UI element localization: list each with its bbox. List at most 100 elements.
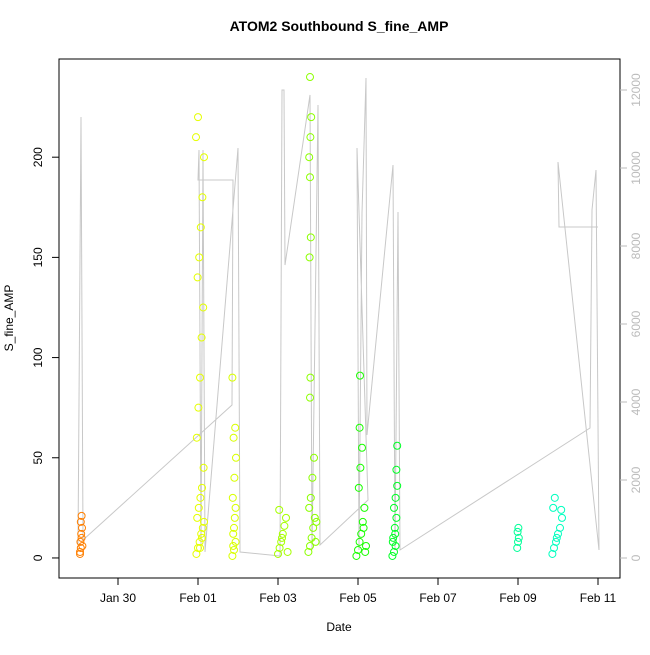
point [360, 503, 369, 512]
point [194, 403, 203, 412]
point [312, 517, 321, 526]
y-tick-label: 50 [31, 451, 45, 465]
point [231, 537, 240, 546]
y2-tick-label: 4000 [629, 388, 643, 415]
point [78, 541, 87, 550]
point [76, 549, 84, 558]
point [200, 153, 208, 162]
point [199, 303, 208, 312]
y-tick-label: 200 [31, 147, 45, 167]
point [306, 73, 314, 82]
x-tick-label: Feb 05 [339, 591, 377, 605]
point [196, 543, 204, 552]
point [310, 513, 319, 522]
point [198, 533, 206, 542]
point [354, 483, 363, 492]
point [388, 537, 397, 546]
point [513, 527, 522, 536]
point [198, 193, 207, 202]
y2-tick-label: 12000 [629, 73, 643, 107]
point [305, 153, 314, 162]
point [200, 517, 208, 526]
point [197, 529, 206, 538]
y-tick-label: 150 [31, 247, 45, 267]
y-tick-label: 0 [31, 554, 45, 561]
x-tick-label: Feb 09 [499, 591, 537, 605]
line-series [77, 77, 600, 557]
point [282, 513, 290, 522]
point [76, 537, 85, 546]
point [274, 549, 282, 558]
point [354, 545, 362, 554]
point [352, 551, 361, 560]
point [393, 481, 402, 490]
point [391, 541, 400, 550]
point [197, 333, 206, 342]
point [198, 483, 206, 492]
point [550, 493, 559, 502]
point [198, 523, 207, 532]
point [558, 513, 566, 522]
y2-tick-label: 8000 [629, 232, 643, 259]
point [199, 463, 208, 472]
point [306, 541, 314, 550]
point [76, 517, 85, 526]
point [196, 493, 205, 502]
point [283, 547, 292, 556]
point [195, 537, 204, 546]
point [275, 505, 284, 514]
point [358, 517, 367, 526]
point [549, 503, 558, 512]
point [307, 533, 316, 542]
y-axis-label: S_fine_AMP [2, 285, 16, 352]
point [309, 523, 318, 532]
point [229, 541, 238, 550]
point [514, 537, 522, 546]
x-tick-label: Feb 03 [259, 591, 297, 605]
point [194, 113, 202, 122]
point [305, 503, 314, 512]
point [556, 523, 564, 532]
point [306, 393, 314, 402]
point [514, 533, 523, 542]
point [307, 113, 316, 122]
point [230, 513, 239, 522]
point [77, 533, 86, 542]
y2-tick-label: 2000 [629, 466, 643, 493]
point [192, 433, 201, 442]
chart-title: ATOM2 Southbound S_fine_AMP [230, 18, 449, 34]
point [356, 463, 365, 472]
point [228, 493, 237, 502]
point [308, 473, 317, 482]
point [278, 533, 286, 542]
point [358, 443, 366, 452]
x-tick-label: Feb 01 [179, 591, 217, 605]
point [228, 373, 237, 382]
point [229, 529, 238, 538]
point [230, 545, 238, 554]
point [552, 537, 560, 546]
point [355, 423, 364, 432]
y2-tick-label: 0 [629, 554, 643, 561]
point [228, 551, 237, 560]
point [514, 523, 523, 532]
point [193, 273, 202, 282]
point [229, 433, 238, 442]
point [195, 253, 204, 262]
point [552, 533, 561, 542]
point [304, 547, 313, 556]
point [78, 523, 86, 532]
point [305, 253, 314, 262]
point [311, 537, 320, 546]
point [192, 549, 201, 558]
point [230, 523, 238, 532]
point [194, 543, 202, 552]
point [359, 523, 368, 532]
point [306, 493, 315, 502]
x-axis-label: Date [326, 620, 352, 634]
point [392, 465, 401, 474]
point [230, 473, 239, 482]
